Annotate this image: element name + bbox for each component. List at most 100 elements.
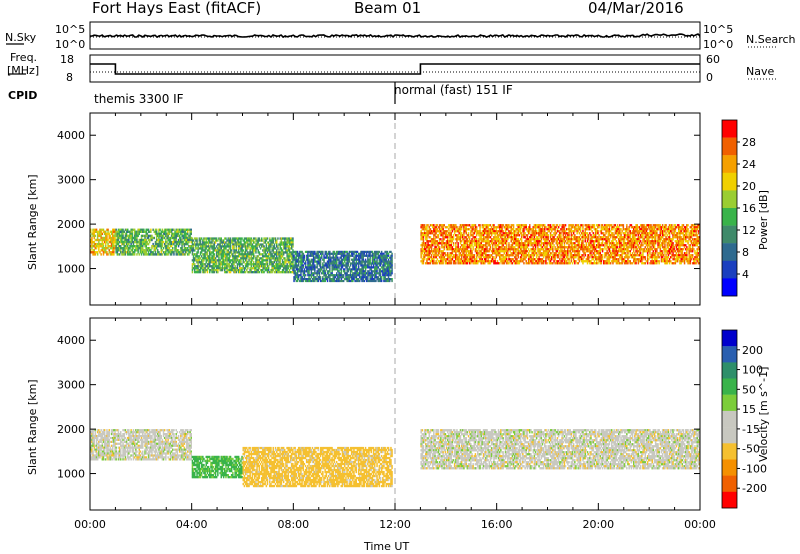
power-cell: [309, 274, 311, 277]
power-cell: [348, 274, 351, 277]
power-cell: [391, 264, 393, 267]
power-cell: [532, 246, 534, 249]
power-cell: [265, 249, 268, 252]
power-cell: [145, 230, 147, 233]
power-cell: [94, 253, 97, 256]
power-cell: [95, 238, 98, 242]
power-cell: [121, 232, 123, 236]
power-cell: [360, 270, 362, 273]
power-cell: [460, 240, 463, 243]
power-cell: [258, 253, 261, 256]
power-cell: [442, 240, 444, 243]
noise-sky-series: [89, 33, 701, 39]
power-cell: [341, 276, 344, 279]
power-cell: [198, 265, 201, 268]
power-cell: [367, 274, 369, 277]
power-cell: [286, 245, 288, 248]
power-cell: [460, 226, 463, 229]
power-cell: [177, 242, 180, 246]
power-cell: [549, 260, 552, 263]
power-cell: [345, 274, 347, 277]
power-cell: [239, 261, 241, 264]
power-cell: [247, 255, 249, 258]
power-cell: [306, 266, 308, 269]
power-cell: [346, 252, 348, 255]
power-cell: [136, 245, 138, 248]
power-cell: [180, 238, 182, 242]
power-cell: [194, 259, 196, 262]
power-cell: [326, 262, 329, 265]
power-cell: [269, 251, 271, 254]
power-cell: [282, 267, 285, 270]
power-cell: [183, 242, 186, 246]
power-cell: [137, 232, 139, 236]
power-cell: [546, 244, 548, 247]
power-cell: [295, 256, 298, 259]
power-cell: [354, 250, 356, 253]
power-cell: [257, 267, 259, 270]
power-cell: [237, 253, 240, 256]
power-cell: [244, 241, 247, 244]
power-cell: [167, 234, 169, 238]
power-cell: [176, 242, 179, 246]
power-cell: [144, 245, 146, 248]
power-cell: [426, 226, 428, 229]
power-cell: [456, 254, 458, 257]
power-cell: [546, 240, 548, 243]
power-cell: [189, 238, 191, 242]
power-cell: [219, 261, 221, 264]
power-cell: [127, 230, 129, 233]
power-cell: [199, 247, 202, 250]
power-cell: [202, 267, 204, 270]
power-cell: [116, 242, 119, 246]
power-cell: [248, 271, 250, 274]
power-cell: [185, 234, 188, 238]
power-cell: [292, 259, 294, 262]
power-cell: [228, 239, 231, 242]
power-cell: [233, 239, 235, 242]
power-cell: [331, 264, 333, 267]
power-cell: [447, 230, 449, 233]
power-cell: [101, 242, 104, 246]
power-cell: [327, 270, 330, 273]
power-cell: [345, 278, 347, 281]
power-cell: [121, 238, 123, 242]
power-cell: [327, 250, 330, 253]
power-cell: [188, 245, 190, 248]
power-cell: [95, 230, 98, 233]
power-cell: [346, 264, 348, 267]
power-cell: [280, 265, 283, 268]
power-cell: [507, 250, 509, 253]
power-cell: [233, 271, 235, 274]
power-cell: [121, 247, 123, 250]
power-cell: [227, 249, 229, 252]
power-cell: [202, 261, 204, 264]
power-cell: [374, 258, 376, 261]
power-cell: [113, 242, 115, 246]
power-cell: [361, 252, 363, 255]
power-cell: [309, 250, 311, 253]
power-cell: [202, 253, 204, 256]
power-cell: [139, 240, 142, 244]
power-cell: [176, 230, 179, 233]
power-cell: [532, 228, 534, 231]
power-cell: [160, 245, 162, 248]
power-cell: [241, 257, 243, 260]
power-cell: [294, 252, 296, 255]
power-cell: [310, 266, 313, 269]
power-cell: [241, 267, 243, 270]
power-cell: [499, 252, 501, 255]
power-cell: [433, 224, 435, 227]
power-cell: [276, 249, 278, 252]
power-cell: [546, 232, 548, 235]
power-cell: [144, 251, 146, 254]
power-cell: [160, 238, 162, 242]
power-cell: [110, 247, 113, 250]
power-cell: [252, 251, 255, 254]
power-cell: [174, 230, 176, 233]
power-cell: [233, 243, 235, 246]
power-cell: [308, 264, 310, 267]
power-cell: [304, 279, 307, 283]
power-cell: [175, 230, 177, 233]
power-cell: [174, 238, 176, 242]
